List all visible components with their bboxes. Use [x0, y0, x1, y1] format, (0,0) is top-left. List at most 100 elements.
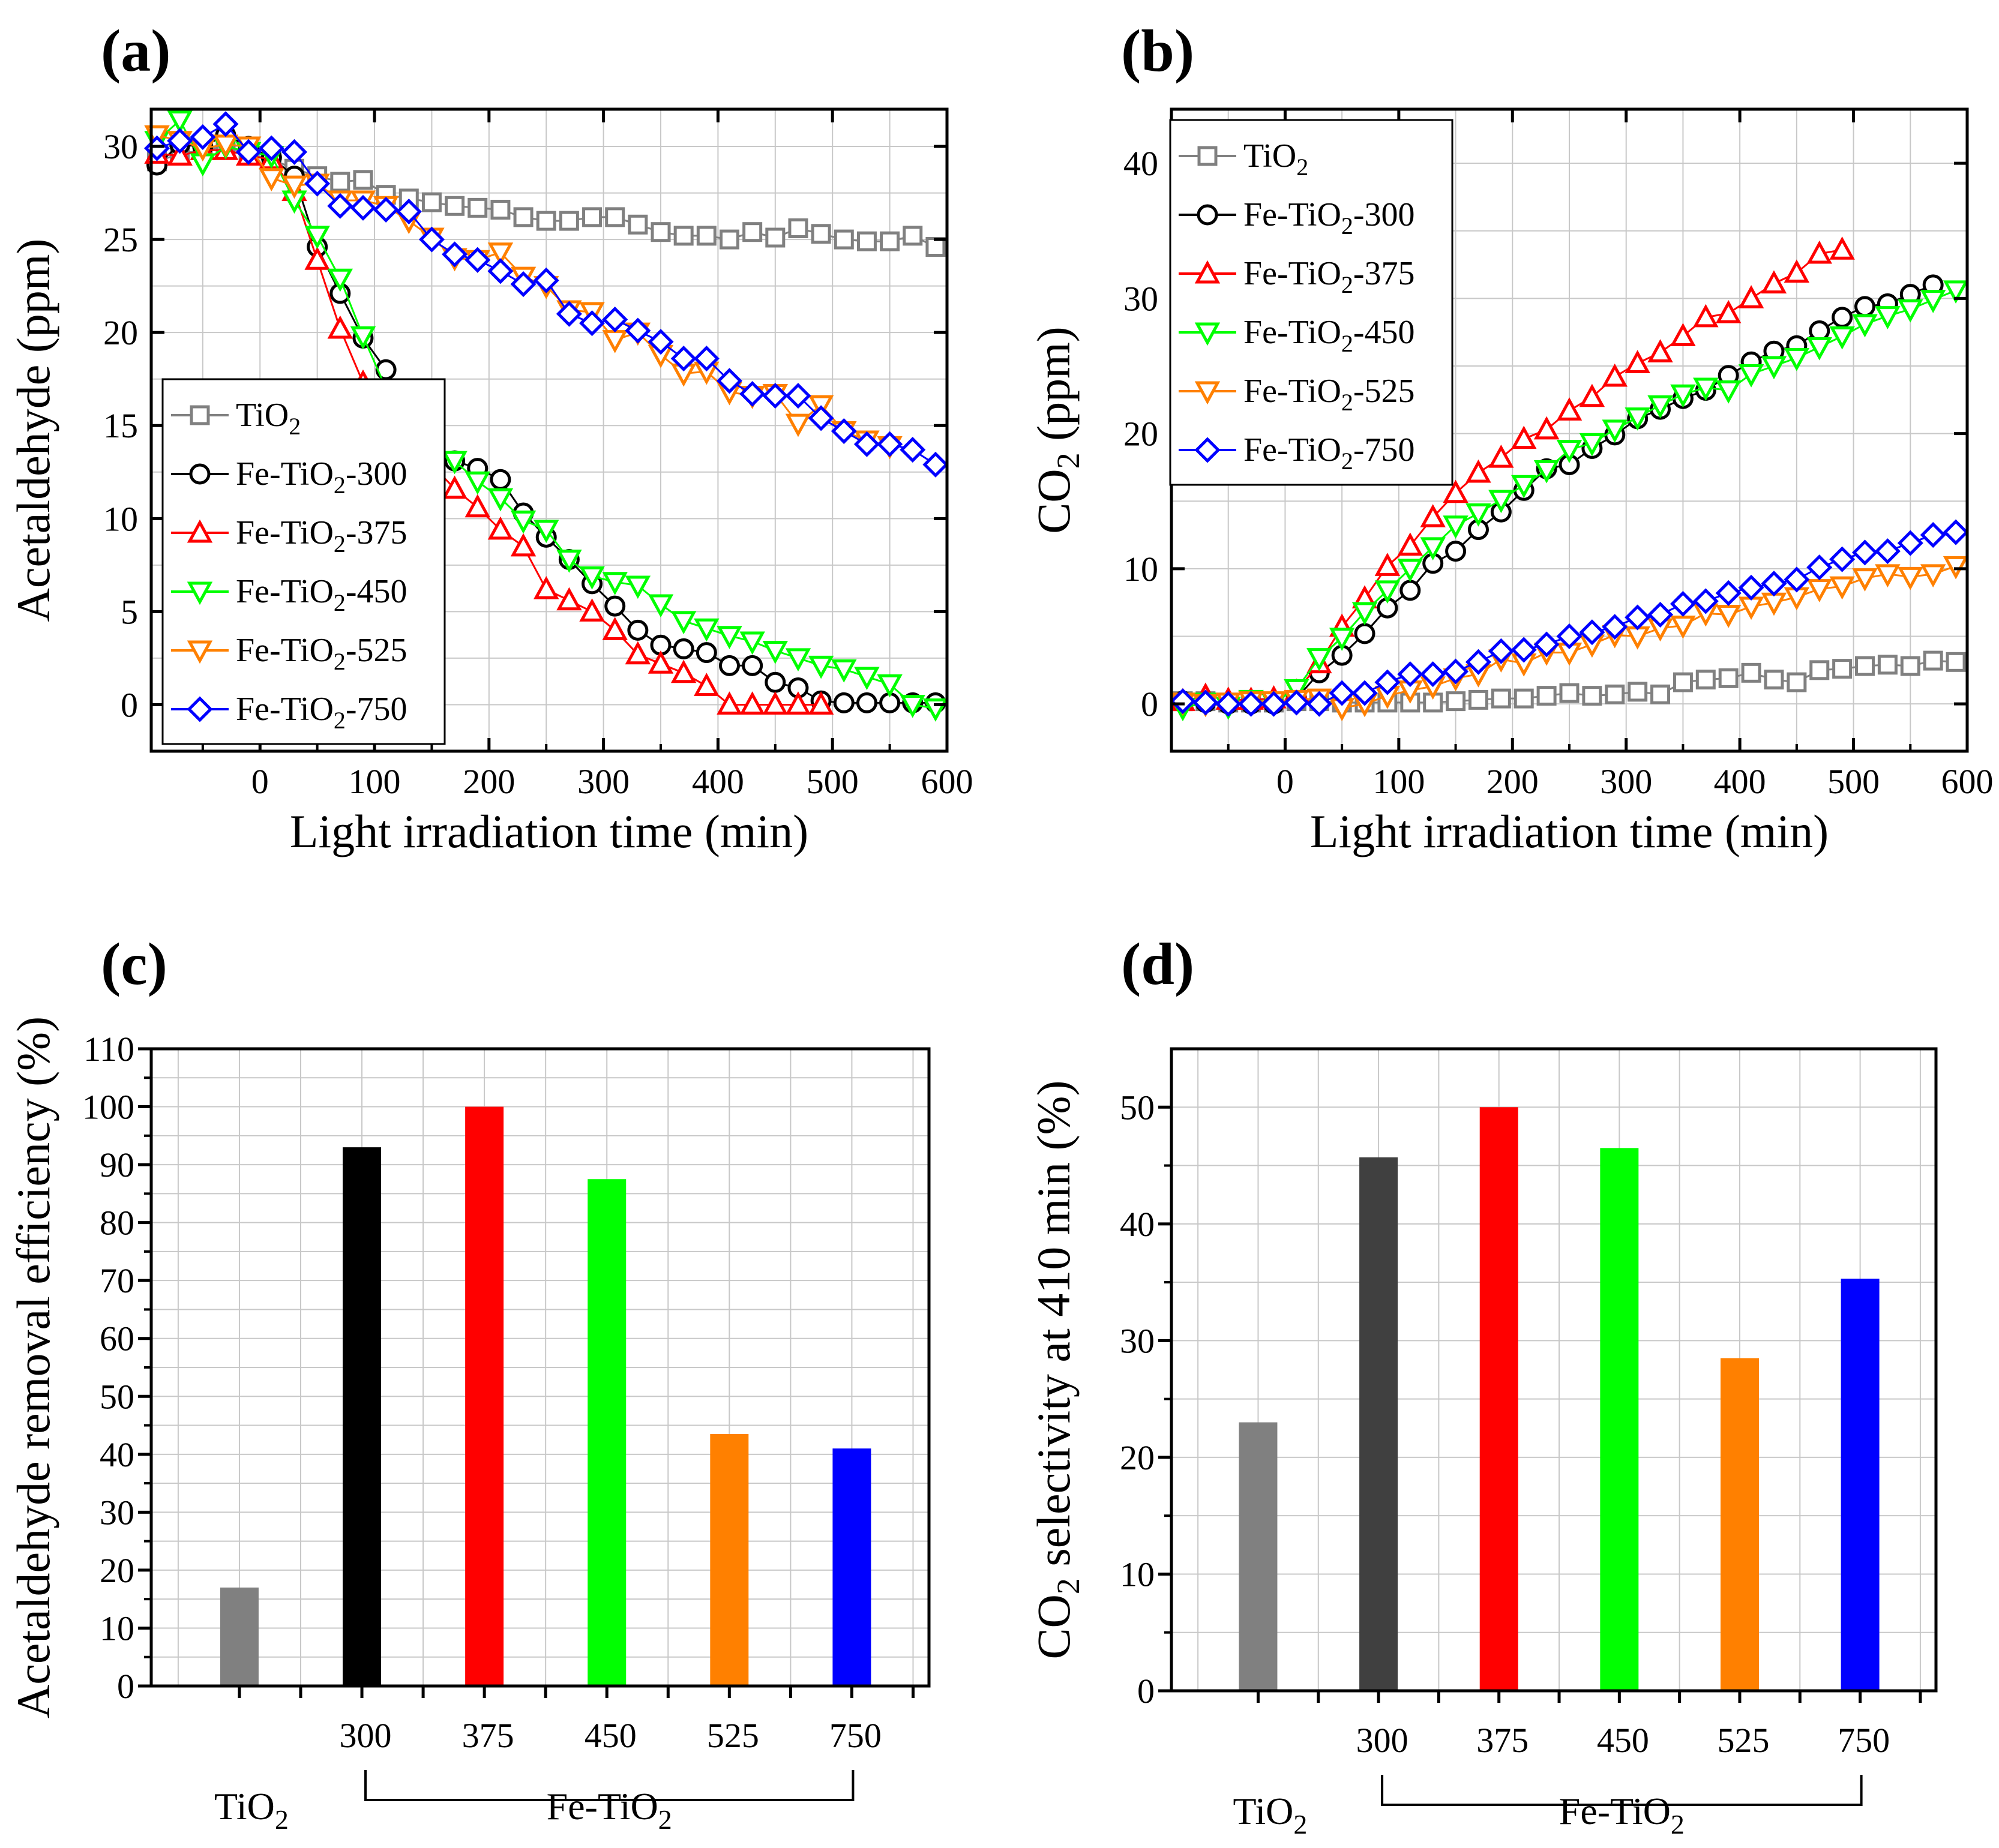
bar-525 [710, 1434, 749, 1686]
series-fe-tio2-450 [1170, 280, 1969, 722]
bar-750 [1841, 1279, 1880, 1691]
data-point-fe-tio2-450 [1670, 384, 1696, 408]
legend-label-tail: -750 [346, 691, 407, 728]
data-point-fe-tio2-300 [718, 655, 740, 676]
data-point-tio2 [559, 211, 579, 231]
data-point-fe-tio2-450 [602, 572, 628, 595]
panel-b-series [1170, 236, 1969, 722]
x-tick-label: 500 [807, 762, 859, 801]
y-tick-label: 10 [1120, 1555, 1155, 1594]
y-tick-label: 10 [1123, 550, 1158, 589]
data-point-tio2 [856, 231, 877, 251]
data-point-fe-tio2-375 [808, 691, 834, 715]
bar-450 [588, 1179, 627, 1686]
data-point-fe-tio2-750 [395, 199, 422, 225]
series-fe-tio2-750 [1170, 519, 1969, 717]
data-point-tio2 [788, 218, 808, 238]
data-point-fe-tio2-750 [808, 405, 834, 431]
bar-750 [832, 1448, 871, 1686]
data-point-fe-tio2-525 [1875, 564, 1901, 588]
x-tick-label: 300 [1600, 762, 1652, 801]
data-point-fe-tio2-750 [853, 431, 880, 457]
data-point-fe-tio2-525 [1898, 566, 1923, 590]
data-point-fe-tio2-375 [1625, 350, 1650, 373]
data-point-fe-tio2-450 [1738, 364, 1764, 388]
data-point-tio2 [582, 207, 603, 227]
data-point-tio2 [421, 192, 442, 212]
data-point-fe-tio2-375 [534, 575, 559, 599]
data-point-tio2 [765, 227, 786, 248]
data-point-fe-tio2-450 [1647, 395, 1673, 419]
data-point-fe-tio2-750 [1397, 661, 1423, 688]
legend-label-sub: 2 [1341, 271, 1353, 298]
legend-label-fe-tio2-750: Fe-TiO2-750 [236, 691, 407, 734]
panel-d-group: TiO2 Fe-TiO2 [1233, 1775, 1863, 1840]
data-point-tio2 [1559, 683, 1580, 703]
y-tick-label: 40 [100, 1435, 134, 1474]
data-point-fe-tio2-750 [1784, 566, 1810, 593]
panel-c-ticks: 0 10 20 30 40 50 60 70 80 90 100 110 300 375 450 525 750 [82, 1030, 915, 1755]
legend-box [161, 378, 446, 745]
data-point-fe-tio2-750 [1420, 661, 1446, 688]
data-point-fe-tio2-300 [765, 671, 786, 693]
y-tick-label: 30 [103, 127, 138, 166]
data-point-tio2 [1491, 688, 1511, 709]
data-point-fe-tio2-375 [625, 641, 651, 665]
y-tick-label: 15 [103, 406, 138, 445]
data-point-fe-tio2-450 [1533, 460, 1560, 484]
data-point-fe-tio2-450 [1374, 580, 1401, 604]
panel-c-tio2-label: TiO2 [214, 1785, 289, 1835]
data-point-fe-tio2-300 [1399, 580, 1421, 601]
series-tio2 [147, 136, 946, 257]
legend-label-sub: 2 [1296, 154, 1308, 181]
data-point-fe-tio2-750 [716, 368, 743, 394]
panel-c-group-sub: 2 [658, 1804, 672, 1835]
x-tick-label: 600 [1941, 762, 1994, 801]
data-point-fe-tio2-375 [464, 494, 490, 518]
y-tick-label: 60 [100, 1319, 134, 1358]
panel-b-ylabel-tail: (ppm) [1027, 326, 1080, 452]
data-point-fe-tio2-525 [785, 413, 811, 437]
data-point-fe-tio2-450 [1920, 290, 1946, 313]
data-point-fe-tio2-450 [877, 674, 903, 698]
panel-a-legend: TiO2Fe-TiO2-300Fe-TiO2-375Fe-TiO2-450Fe-… [161, 378, 446, 745]
data-point-fe-tio2-450 [1806, 337, 1832, 361]
data-point-tio2 [605, 207, 625, 227]
data-point-fe-tio2-750 [533, 267, 559, 293]
data-point-fe-tio2-750 [1192, 689, 1219, 716]
data-point-fe-tio2-525 [1943, 556, 1969, 580]
data-point-fe-tio2-375 [762, 691, 789, 715]
bar-300 [343, 1147, 382, 1686]
data-point-fe-tio2-750 [373, 196, 399, 223]
data-point-fe-tio2-750 [258, 135, 284, 161]
data-point-fe-tio2-450 [1351, 602, 1378, 626]
data-point-fe-tio2-300 [1445, 541, 1467, 562]
data-point-fe-tio2-450 [670, 611, 697, 635]
panel-c-group: TiO2 Fe-TiO2 [214, 1770, 855, 1835]
y-tick-label: 40 [1120, 1205, 1155, 1244]
data-point-fe-tio2-750 [212, 111, 239, 137]
data-point-fe-tio2-750 [922, 451, 949, 478]
data-point-fe-tio2-375 [1670, 323, 1696, 346]
data-point-fe-tio2-450 [762, 641, 789, 664]
data-point-fe-tio2-375 [1420, 504, 1446, 527]
data-point-fe-tio2-750 [235, 139, 262, 165]
y-tick-label: 5 [121, 592, 138, 631]
data-point-tio2 [1900, 656, 1920, 676]
data-point-fe-tio2-750 [1170, 688, 1196, 715]
data-point-fe-tio2-375 [1488, 444, 1514, 468]
data-point-fe-tio2-450 [556, 550, 582, 573]
legend-label-fe-tio2-450: Fe-TiO2-450 [1243, 314, 1415, 357]
y-tick-label: 20 [1123, 415, 1158, 454]
panel-d-bars [1239, 1107, 1880, 1691]
data-point-fe-tio2-450 [510, 510, 537, 534]
data-point-fe-tio2-750 [327, 193, 353, 219]
panel-b-ticks: 0 100 200 300 400 500 600 0 10 20 30 40 [1123, 109, 1994, 801]
data-point-tio2 [903, 226, 923, 246]
data-point-fe-tio2-375 [602, 617, 628, 640]
data-point-fe-tio2-750 [1829, 546, 1856, 572]
y-tick-label: 20 [103, 313, 138, 352]
panel-d-label: (d) [1121, 931, 1194, 997]
x-tick-label: 750 [1838, 1721, 1890, 1760]
